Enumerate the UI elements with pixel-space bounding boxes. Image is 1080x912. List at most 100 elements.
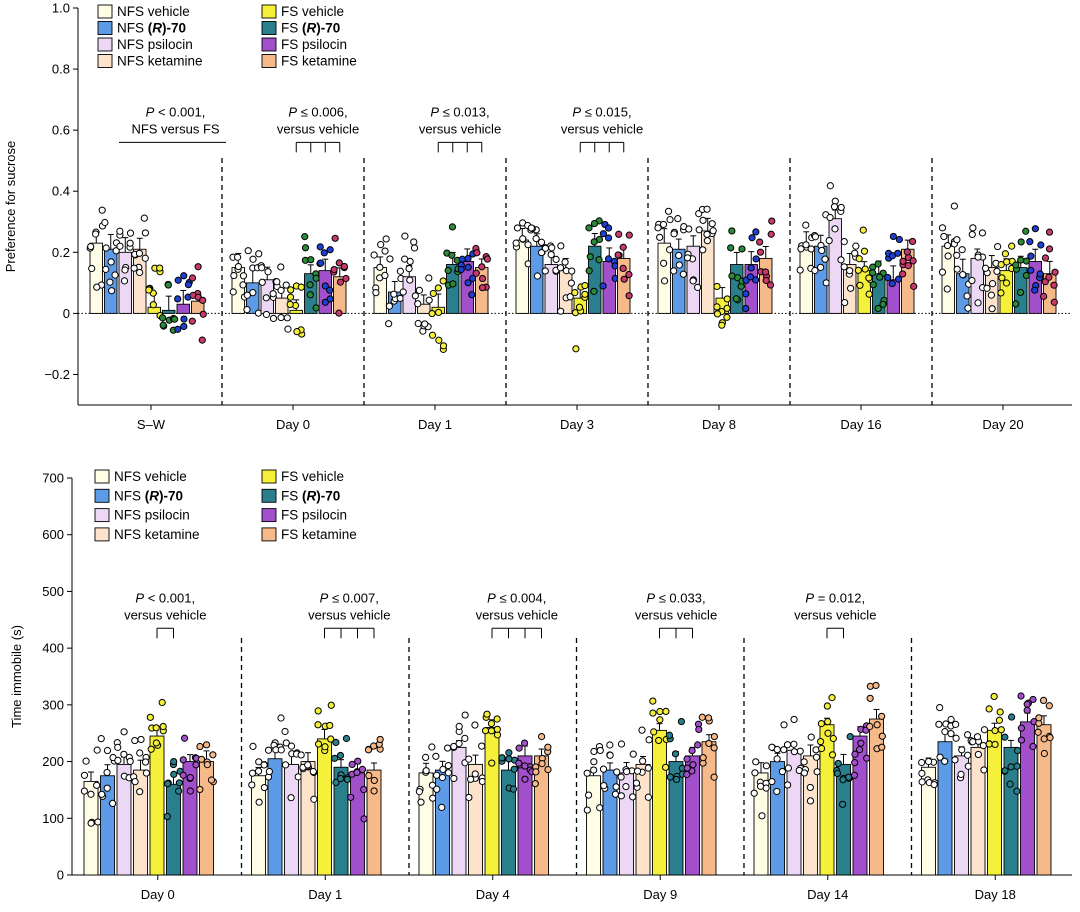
data-point <box>465 755 473 763</box>
legend-paren: ( <box>145 488 150 503</box>
data-point <box>606 741 614 749</box>
data-point <box>963 292 971 300</box>
data-point <box>158 314 167 322</box>
data-point <box>632 779 641 787</box>
data-point <box>856 281 864 289</box>
data-point <box>878 712 886 720</box>
legend-group-prefix: FS <box>281 54 302 69</box>
legend-group-prefix: NFS <box>117 21 148 36</box>
data-point <box>174 295 182 303</box>
legend-swatch <box>261 21 277 35</box>
p-symbol: P <box>135 590 144 605</box>
legend-stereo-label: R <box>307 21 317 36</box>
data-point <box>821 255 829 263</box>
legend-swatch <box>97 4 113 19</box>
data-point <box>532 768 540 776</box>
data-point <box>520 739 529 747</box>
data-point <box>93 283 101 291</box>
data-point <box>304 761 312 769</box>
data-point <box>376 263 384 271</box>
data-point <box>1023 700 1031 708</box>
data-point <box>930 780 938 789</box>
data-point <box>723 295 731 303</box>
data-point <box>258 264 266 272</box>
data-point <box>869 281 877 289</box>
data-point <box>852 242 860 250</box>
legend-label: NFS ketamine <box>117 54 203 69</box>
data-point <box>320 249 328 257</box>
significance-p-value: P ≤ 0.033, <box>646 590 705 605</box>
data-point <box>93 781 101 789</box>
data-point <box>130 264 138 272</box>
data-point <box>825 236 833 245</box>
data-point <box>498 754 506 762</box>
data-point <box>264 746 273 754</box>
data-point <box>938 224 947 232</box>
data-point <box>488 759 496 767</box>
data-point <box>958 746 966 754</box>
data-point <box>410 244 419 252</box>
data-point <box>385 302 393 310</box>
data-point <box>998 274 1006 282</box>
data-point <box>695 226 703 234</box>
data-point <box>1031 225 1039 233</box>
data-point <box>343 775 351 784</box>
data-point <box>538 760 546 768</box>
data-point <box>826 213 834 222</box>
data-point <box>622 782 630 791</box>
data-point <box>723 304 731 312</box>
data-point <box>672 775 681 784</box>
bar <box>166 783 181 876</box>
x-tick-label: Day 8 <box>702 417 736 432</box>
data-point <box>179 756 187 764</box>
legend-treatment: ketamine <box>148 54 203 69</box>
data-point <box>703 237 711 245</box>
p-symbol: P <box>146 104 155 119</box>
data-point <box>899 257 907 265</box>
data-point <box>613 768 621 776</box>
data-point <box>963 731 972 739</box>
data-point <box>953 236 961 244</box>
legend-treatment: vehicle <box>148 4 190 19</box>
data-point <box>611 790 620 798</box>
data-point <box>1012 261 1020 269</box>
significance-p-value: P ≤ 0.006, <box>288 104 347 119</box>
data-point <box>184 281 193 289</box>
data-point <box>360 815 368 823</box>
data-point <box>773 745 781 754</box>
data-point <box>515 744 523 752</box>
data-point <box>137 735 145 744</box>
data-point <box>548 244 556 252</box>
data-point <box>802 221 810 229</box>
data-point <box>596 746 604 755</box>
data-point <box>336 278 345 286</box>
data-point <box>326 286 334 294</box>
data-point <box>229 288 237 296</box>
data-point <box>438 803 446 811</box>
data-point <box>698 713 706 721</box>
data-point <box>674 215 682 223</box>
legend-treatment: vehicle <box>145 469 187 484</box>
p-value-text: < 0.001, <box>144 590 195 605</box>
p-symbol: P <box>430 104 439 119</box>
legend-treatment: psilocin <box>145 508 190 523</box>
data-point <box>796 747 804 755</box>
p-symbol: P <box>288 104 297 119</box>
data-point <box>199 296 207 304</box>
data-point <box>590 287 598 295</box>
data-point <box>878 732 886 740</box>
legend-swatch <box>261 469 277 484</box>
data-point <box>277 714 285 722</box>
x-tick-label: Day 1 <box>308 887 342 902</box>
legend-group-prefix: FS <box>281 4 302 19</box>
y-tick-label: 100 <box>42 811 64 826</box>
data-point <box>1022 227 1030 235</box>
data-point <box>448 251 456 259</box>
data-point <box>675 251 683 260</box>
data-point <box>826 182 834 190</box>
data-point <box>973 733 982 741</box>
legend-swatch <box>94 527 110 542</box>
data-point <box>82 757 90 765</box>
p-symbol: P <box>320 590 329 605</box>
